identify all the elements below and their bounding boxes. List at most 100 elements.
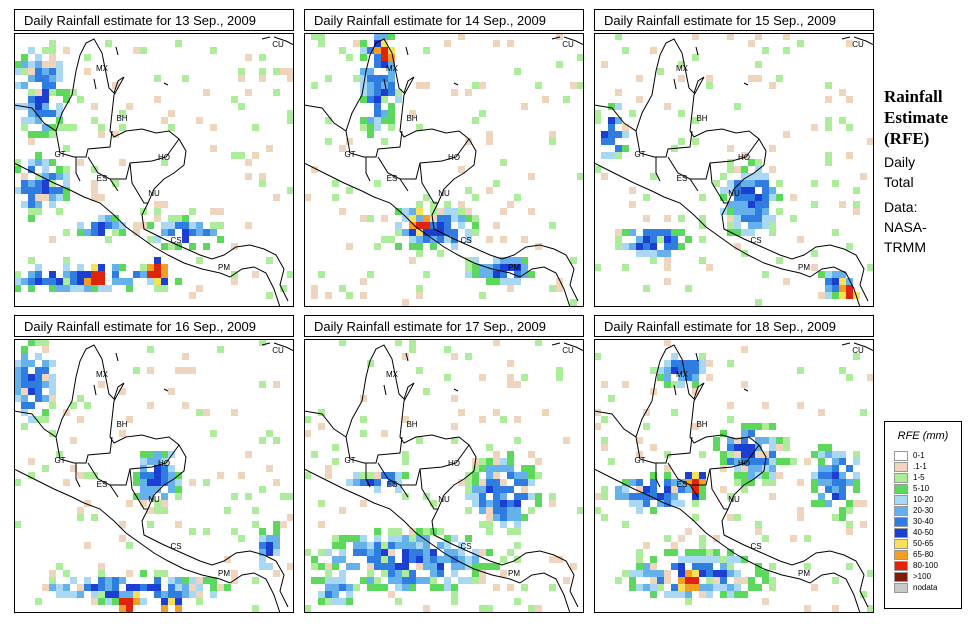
islands (383, 342, 584, 396)
country-label: PM (798, 569, 810, 578)
country-label: CS (460, 236, 471, 245)
legend-item: 50-65 (894, 538, 938, 549)
legend-item: 10-20 (894, 494, 938, 505)
country-label: BH (696, 420, 707, 429)
legend-item: 1-5 (894, 472, 938, 483)
country-label: HO (448, 459, 460, 468)
country-label: PM (218, 263, 230, 272)
legend-swatch (894, 538, 908, 549)
coastline (14, 344, 289, 613)
rainfall-map-svg: MX BH GT HO ES NU CS PM CU (14, 33, 294, 307)
rainfall-map-svg: MX BH GT HO ES NU CS PM CU (304, 339, 584, 613)
country-label: NU (148, 189, 160, 198)
legend-item: 40-50 (894, 527, 938, 538)
legend-swatch (894, 483, 908, 494)
country-label: PM (508, 569, 520, 578)
country-label: BH (406, 114, 417, 123)
country-label: NU (148, 495, 160, 504)
nasa-label: NASA- (884, 219, 927, 235)
rainfall-map-svg: MX BH GT HO ES NU CS PM CU (304, 33, 584, 307)
rainfall-map: MX BH GT HO ES NU CS PM CU (14, 339, 294, 613)
legend-label: 80-100 (913, 560, 938, 570)
rainfall-map: MX BH GT HO ES NU CS PM CU (304, 339, 584, 613)
map-frame (304, 33, 584, 307)
coastline (594, 344, 869, 613)
legend-label: 50-65 (913, 538, 934, 548)
legend-label: 10-20 (913, 494, 934, 504)
rainfall-map-svg: MX BH GT HO ES NU CS PM CU (594, 33, 874, 307)
country-label: CU (852, 346, 864, 355)
total-label: Total (884, 174, 914, 190)
daily-total-label: Daily Total (884, 152, 968, 192)
rfe-legend: RFE (mm) 0-1.1-1 1-5 5-10 10-20 20-30 30-40 40… (884, 421, 962, 609)
legend-item: .1-1 (894, 461, 938, 472)
country-label: MX (96, 370, 109, 379)
rainfall-panel-13-sep: Daily Rainfall estimate for 13 Sep., 200… (14, 9, 294, 307)
country-label: ES (387, 480, 398, 489)
legend-swatch (894, 560, 908, 571)
panel-title: Daily Rainfall estimate for 17 Sep., 200… (304, 315, 584, 337)
country-label: BH (116, 420, 127, 429)
country-label: NU (438, 495, 450, 504)
legend-swatch (894, 527, 908, 538)
rainfall-grid (594, 339, 874, 613)
legend-label: nodata (913, 582, 938, 592)
legend-item: 65-80 (894, 549, 938, 560)
rfe-heading: Rainfall Estimate (RFE) (884, 86, 968, 149)
rfe-heading-line: (RFE) (884, 129, 930, 148)
trmm-label: TRMM (884, 239, 926, 255)
rainfall-map: MX BH GT HO ES NU CS PM CU (594, 33, 874, 307)
islands (93, 342, 294, 396)
rainfall-map-svg: MX BH GT HO ES NU CS PM CU (14, 339, 294, 613)
rainfall-map: MX BH GT HO ES NU CS PM CU (304, 33, 584, 307)
rfe-heading-line: Rainfall (884, 87, 943, 106)
country-borders (635, 436, 760, 510)
legend-swatch (894, 494, 908, 505)
country-label: NU (728, 189, 740, 198)
legend-item: 80-100 (894, 560, 938, 571)
country-label: NU (728, 495, 740, 504)
data-label: Data: (884, 199, 918, 215)
country-borders (55, 130, 180, 204)
legend-swatch (894, 582, 908, 593)
rainfall-map-svg: MX BH GT HO ES NU CS PM CU (594, 339, 874, 613)
country-borders (635, 130, 760, 204)
rainfall-panel-14-sep: Daily Rainfall estimate for 14 Sep., 200… (304, 9, 584, 307)
rainfall-grid (304, 33, 584, 307)
country-label: HO (738, 153, 750, 162)
country-label: CU (562, 346, 574, 355)
country-label: MX (676, 370, 689, 379)
panel-title: Daily Rainfall estimate for 14 Sep., 200… (304, 9, 584, 31)
map-frame (594, 339, 874, 613)
rainfall-map: MX BH GT HO ES NU CS PM CU (594, 339, 874, 613)
country-label: ES (387, 174, 398, 183)
legend-swatch (894, 461, 908, 472)
country-label: CU (562, 40, 574, 49)
legend-list: 0-1.1-1 1-5 5-10 10-20 20-30 30-40 40-50 50-65 6… (894, 450, 938, 593)
rainfall-panel-15-sep: Daily Rainfall estimate for 15 Sep., 200… (594, 9, 874, 307)
country-label: MX (676, 64, 689, 73)
legend-label: 30-40 (913, 516, 934, 526)
legend-swatch (894, 516, 908, 527)
country-label: CS (170, 542, 181, 551)
legend-label: 65-80 (913, 549, 934, 559)
legend-label: 5-10 (913, 483, 930, 493)
rainfall-map: MX BH GT HO ES NU CS PM CU (14, 33, 294, 307)
country-label: HO (738, 459, 750, 468)
country-label: HO (448, 153, 460, 162)
legend-item: nodata (894, 582, 938, 593)
coastline (594, 38, 869, 307)
legend-label: 1-5 (913, 472, 925, 482)
country-label: HO (158, 459, 170, 468)
islands (383, 36, 584, 90)
map-frame (304, 339, 584, 613)
country-label: CU (272, 346, 284, 355)
rainfall-grid (304, 339, 584, 613)
country-label: CU (272, 40, 284, 49)
panel-title: Daily Rainfall estimate for 13 Sep., 200… (14, 9, 294, 31)
coastline (14, 38, 289, 307)
islands (673, 36, 874, 90)
data-source-label: Data: NASA- TRMM (884, 197, 968, 257)
legend-item: 0-1 (894, 450, 938, 461)
country-label: GT (634, 456, 645, 465)
